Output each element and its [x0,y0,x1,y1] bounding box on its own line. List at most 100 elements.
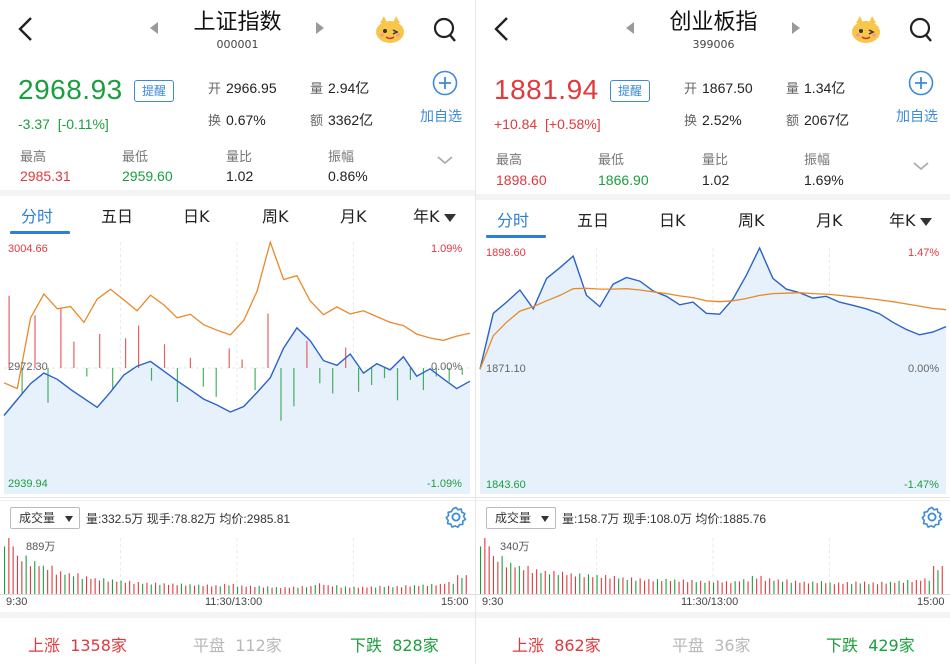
volume-bar [396,586,398,594]
next-index-arrow-icon[interactable] [792,22,800,34]
intraday-chart[interactable] [476,238,950,498]
average-line [3,240,471,390]
chevron-down-icon[interactable] [912,160,930,172]
remind-button[interactable]: 提醒 [134,80,174,102]
volume-bar [531,573,533,594]
volume-bar [176,585,178,594]
volume-bar [12,546,14,594]
volume-bar [622,577,624,594]
volume-bar [911,582,913,594]
add-watchlist-button[interactable]: 加自选 [896,109,938,125]
flow-bar [332,368,334,394]
volume-bar [652,581,654,594]
volume-bar [271,587,273,594]
select-arrow-icon [541,516,549,522]
tab-monthly-k[interactable]: 月K [340,207,367,226]
volume-bar [803,581,805,594]
back-arrow-icon[interactable] [490,14,514,44]
tab-intraday[interactable]: 分时 [21,207,54,226]
index-code: 399006 [692,38,735,51]
volume-bar [172,583,174,594]
volume-bar [864,581,866,594]
amount-stat: 额 2067亿 [786,110,849,130]
back-arrow-icon[interactable] [14,14,38,44]
volume-bar [549,574,551,594]
volume-toolbar: 成交量 量:158.7万 现手:108.0万 均价:1885.76 [476,500,950,532]
turnover-value: 0.67% [226,112,266,128]
volume-bar [336,585,338,594]
chevron-down-icon[interactable] [436,154,454,166]
indicator-select[interactable]: 成交量 [10,507,80,529]
volume-bar [245,586,247,594]
volume-bar [734,581,736,594]
header: 创业板指 399006 [476,0,950,62]
amp-value: 0.86% [328,168,368,184]
tab-five-day[interactable]: 五日 [577,211,610,230]
amp-label: 振幅 [804,153,831,168]
prev-index-arrow-icon[interactable] [626,22,634,34]
add-watchlist-icon[interactable] [432,70,458,96]
tab-weekly-k[interactable]: 周K [738,211,765,230]
search-icon[interactable] [432,16,458,44]
tab-monthly-k[interactable]: 月K [816,211,843,230]
fall-value: 429家 [868,636,915,655]
tab-intraday[interactable]: 分时 [497,211,530,230]
volume-bar [665,578,667,594]
next-index-arrow-icon[interactable] [316,22,324,34]
tab-yearly-k[interactable]: 年K [413,203,456,227]
volume-bar [288,587,290,594]
flow-bar [60,308,62,368]
market-breadth: 上涨 1358家 平盘 112家 下跌 828家 [0,612,475,664]
volume-bar [249,585,251,594]
flow-bar [435,368,437,377]
tab-weekly-k[interactable]: 周K [262,207,289,226]
add-watchlist-icon[interactable] [908,70,934,96]
turnover-value: 2.52% [702,112,742,128]
volume-bar [47,569,49,594]
volume-bar [540,573,542,594]
volume-bar [422,584,424,594]
mascot-icon[interactable] [374,14,406,44]
volume-bar [111,579,113,594]
flat-value: 112家 [235,636,282,655]
flow-bar [99,334,101,368]
volume-bar [461,577,463,594]
volume-bar [4,546,6,594]
indicator-select[interactable]: 成交量 [486,507,556,529]
volume-bar [198,584,200,594]
tab-five-day[interactable]: 五日 [101,207,134,226]
volume-bar [168,584,170,594]
volume-bar [409,586,411,594]
tab-underline [10,231,70,234]
amount-value: 3362亿 [328,112,374,128]
prev-index-arrow-icon[interactable] [150,22,158,34]
search-icon[interactable] [908,16,934,44]
volume-bar [25,555,27,594]
volume-bar [146,582,148,594]
volume-bar [366,587,368,594]
volume-bar [557,575,559,594]
pct-label-top: 1.47% [908,247,940,259]
volume-bar [16,555,18,594]
tab-daily-k[interactable]: 日K [183,207,210,226]
add-watchlist-button[interactable]: 加自选 [420,109,462,125]
remind-button[interactable]: 提醒 [610,80,650,102]
intraday-chart[interactable] [0,238,475,498]
gear-icon[interactable] [444,505,468,529]
volume-bar [267,586,269,594]
volume-bar [133,583,135,594]
tab-daily-k[interactable]: 日K [659,211,686,230]
gear-icon[interactable] [920,505,944,529]
mascot-icon[interactable] [850,14,882,44]
volume-bar [228,585,230,594]
tab-yearly-k[interactable]: 年K [889,207,932,231]
turnover-stat: 换 0.67% [208,110,266,129]
fall-value: 828家 [392,636,439,655]
indicator-select-label: 成交量 [495,511,532,525]
volume-bar [523,570,525,594]
flow-bar [112,368,114,390]
volume-bar [275,587,277,594]
volume-bar [674,579,676,594]
average-line [479,287,947,370]
